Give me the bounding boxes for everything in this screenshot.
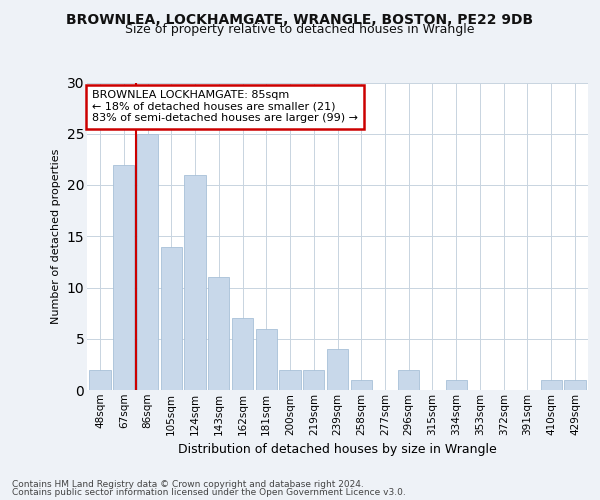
Y-axis label: Number of detached properties: Number of detached properties xyxy=(51,148,61,324)
Bar xyxy=(113,164,134,390)
Bar xyxy=(184,175,206,390)
Bar xyxy=(350,380,372,390)
Bar xyxy=(137,134,158,390)
Bar xyxy=(398,370,419,390)
Bar xyxy=(89,370,111,390)
Text: Size of property relative to detached houses in Wrangle: Size of property relative to detached ho… xyxy=(125,24,475,36)
Bar xyxy=(280,370,301,390)
Bar xyxy=(232,318,253,390)
Text: Contains public sector information licensed under the Open Government Licence v3: Contains public sector information licen… xyxy=(12,488,406,497)
Text: BROWNLEA LOCKHAMGATE: 85sqm
← 18% of detached houses are smaller (21)
83% of sem: BROWNLEA LOCKHAMGATE: 85sqm ← 18% of det… xyxy=(92,90,358,124)
X-axis label: Distribution of detached houses by size in Wrangle: Distribution of detached houses by size … xyxy=(178,443,497,456)
Bar xyxy=(161,246,182,390)
Bar xyxy=(327,349,348,390)
Bar xyxy=(446,380,467,390)
Bar xyxy=(256,328,277,390)
Bar xyxy=(208,277,229,390)
Text: Contains HM Land Registry data © Crown copyright and database right 2024.: Contains HM Land Registry data © Crown c… xyxy=(12,480,364,489)
Bar xyxy=(541,380,562,390)
Bar xyxy=(303,370,325,390)
Bar xyxy=(564,380,586,390)
Text: BROWNLEA, LOCKHAMGATE, WRANGLE, BOSTON, PE22 9DB: BROWNLEA, LOCKHAMGATE, WRANGLE, BOSTON, … xyxy=(67,12,533,26)
